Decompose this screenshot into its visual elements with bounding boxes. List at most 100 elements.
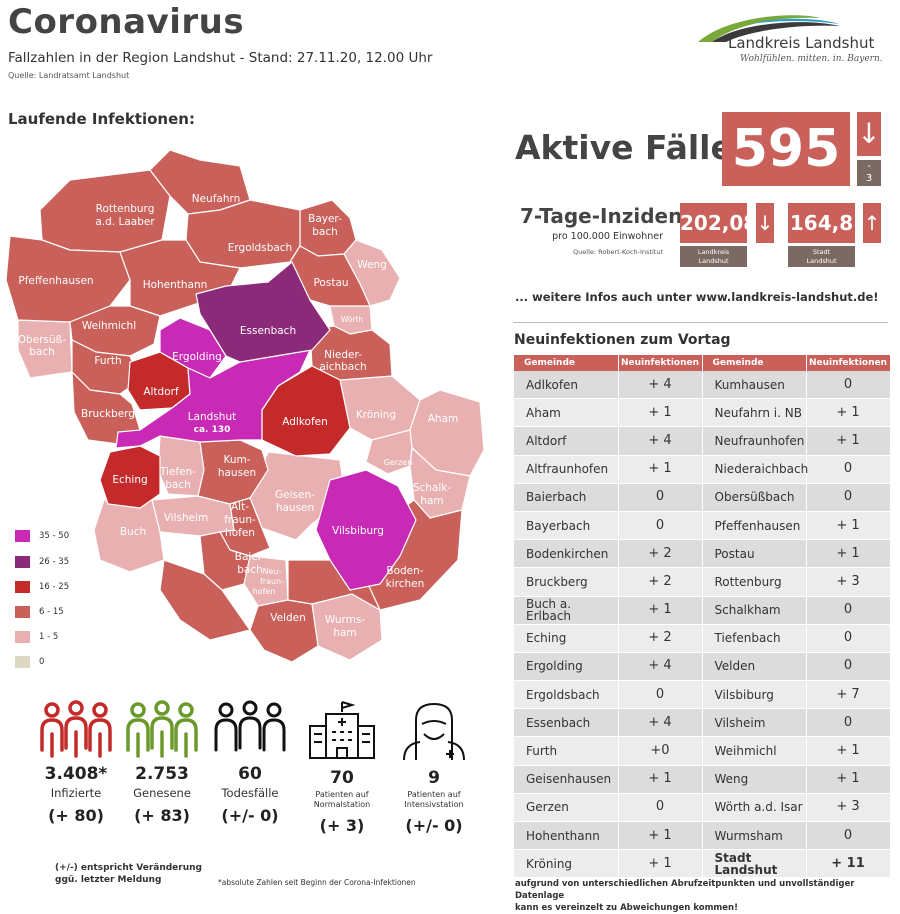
cell-neuinfektionen: + 4	[618, 426, 703, 456]
label-wurmsham-1: Wurms-	[325, 614, 365, 626]
stat-value: 70	[330, 768, 354, 788]
change-note-1: (+/-) entspricht Veränderung	[55, 863, 202, 873]
cell-gemeinde: Wurmsham	[702, 821, 807, 851]
cell-gemeinde: Geisenhausen	[514, 765, 619, 794]
city-label-2: Landshut	[806, 257, 837, 265]
people-icon	[126, 700, 198, 758]
cell-gemeinde: Altfraunhofen	[514, 455, 619, 484]
region-buch[interactable]	[93, 499, 165, 573]
region-eching[interactable]	[99, 445, 161, 509]
table-row: Gerzen 0 Wörth a.d. Isar + 3	[514, 793, 891, 823]
incidence-city-label: Stadt Landshut	[788, 246, 855, 267]
label-postau: Postau	[313, 277, 348, 289]
legend-swatch	[15, 656, 30, 668]
cell-gemeinde: Bayerbach	[514, 511, 619, 541]
disclaimer-line-2: kann es vereinzelt zu Abweichungen komme…	[515, 903, 738, 913]
label-ergoldsbach: Ergoldsbach	[228, 242, 292, 254]
cell-neuinfektionen: 0	[618, 680, 703, 710]
region-postau[interactable]	[289, 245, 371, 307]
cell-neuinfektionen: + 7	[806, 680, 891, 710]
cell-gemeinde: Tiefenbach	[702, 624, 807, 653]
label-bodenkirchen-2: kirchen	[386, 578, 425, 590]
legend-label: 35 - 50	[39, 531, 70, 541]
doctor-mask-icon	[403, 702, 465, 761]
cell-gemeinde: Wörth a.d. Isar	[702, 793, 807, 823]
cell-neuinfektionen: + 4	[618, 708, 703, 738]
active-cases-label: Aktive Fälle	[515, 128, 733, 167]
region-pfeffenhausen[interactable]	[5, 235, 131, 323]
label-altfraunhofen-2: fraun-	[224, 514, 256, 526]
new-infections-title: Neuinfektionen zum Vortag	[514, 332, 731, 348]
stat-label: Patienten auf Normalstation	[294, 790, 390, 810]
more-info-link[interactable]: ... weitere Infos auch unter www.landkre…	[515, 290, 879, 304]
cell-neuinfektionen: + 3	[806, 793, 891, 823]
cell-neuinfektionen: + 3	[806, 567, 891, 597]
cell-gemeinde: Kröning	[514, 849, 619, 879]
cell-neuinfektionen: + 2	[618, 624, 703, 653]
label-niederaichbach-1: Nieder-	[324, 349, 362, 361]
table-row: Altdorf + 4 Neufraunhofen + 1	[514, 426, 891, 456]
region-velden[interactable]	[249, 599, 319, 663]
cell-neuinfektionen: + 1	[806, 426, 891, 456]
cell-neuinfektionen: +0	[618, 736, 703, 766]
stat-change: (+/- 0)	[405, 816, 463, 835]
label-altdorf: Altdorf	[143, 386, 179, 398]
label-baierbach-2: bach	[237, 564, 263, 576]
cell-gemeinde: Vilsheim	[702, 708, 807, 738]
incidence-sub: pro 100.000 Einwohner	[552, 231, 663, 242]
label-bruckberg: Bruckberg	[81, 408, 135, 420]
incidence-county-value: 202,08	[680, 203, 757, 243]
region-ergolding[interactable]	[159, 317, 227, 379]
cell-neuinfektionen: + 1	[618, 821, 703, 851]
table-row: Ergoldsbach 0 Vilsbiburg + 7	[514, 680, 891, 710]
stat-label: Genesene	[133, 786, 191, 800]
cell-neuinfektionen: + 1	[618, 849, 703, 879]
map-title: Laufende Infektionen:	[8, 110, 195, 128]
stat-label-1: Patienten auf	[407, 790, 461, 799]
disclaimer-line-1: aufgrund von unterschiedlichen Abrufzeit…	[515, 879, 855, 901]
col-header-neuinfektionen: Neuinfektionen	[806, 355, 891, 371]
stat-value: 60	[238, 764, 262, 784]
cell-neuinfektionen: 0	[806, 596, 891, 625]
stat-label-2: Intensivstation	[404, 800, 464, 809]
label-eching: Eching	[112, 474, 147, 486]
cell-gemeinde: Eching	[514, 624, 619, 653]
label-niederaichbach-2: aichbach	[319, 361, 366, 373]
label-neufraunhofen-2: fraun-	[260, 577, 284, 586]
label-bodenkirchen-1: Boden-	[386, 565, 423, 577]
label-woerth: Wörth	[341, 315, 364, 324]
cell-neuinfektionen: + 1	[806, 511, 891, 541]
cell-neuinfektionen: + 1	[806, 539, 891, 569]
incidence-label: 7-Tage-Inzidenz	[520, 204, 694, 228]
delta-value: 3	[865, 173, 873, 184]
landkreis-logo[interactable]: Landkreis Landshut Wohlfühlen. mitten. i…	[690, 12, 883, 72]
page-subtitle: Fallzahlen in der Region Landshut - Stan…	[8, 50, 433, 66]
label-gerzen: Gerzen	[384, 458, 413, 467]
logo-swoosh-icon	[698, 15, 840, 42]
cell-neuinfektionen: + 1	[618, 455, 703, 484]
divider	[513, 322, 888, 323]
cell-neuinfektionen: + 1	[618, 596, 703, 625]
label-geisenhausen-2: hausen	[276, 502, 314, 514]
label-geisenhausen-1: Geisen-	[275, 489, 315, 501]
new-infections-table: Gemeinde Neuinfektionen Gemeinde Neuinfe…	[514, 355, 891, 879]
cell-neuinfektionen: + 2	[618, 567, 703, 597]
col-header-gemeinde: Gemeinde	[514, 355, 619, 371]
cell-gemeinde: Kumhausen	[702, 371, 807, 400]
region-essenbach[interactable]	[195, 261, 331, 363]
district-map: Rottenburg a.d. Laaber Neufahrn Bayer- b…	[5, 149, 485, 663]
region-vilsbiburg[interactable]	[315, 469, 417, 591]
arrow-down-icon: ↓	[857, 112, 881, 156]
label-tiefenbach-2: bach	[165, 479, 191, 491]
cell-neuinfektionen: 0	[806, 624, 891, 653]
change-note: (+/-) entspricht Veränderung ggü. letzter…	[55, 862, 202, 886]
cell-neuinfektionen: 0	[806, 708, 891, 738]
cell-neuinfektionen: + 1	[806, 765, 891, 794]
county-label-2: Landshut	[698, 257, 729, 265]
legend-swatch	[15, 581, 30, 593]
cell-neuinfektionen: 0	[618, 483, 703, 512]
cell-neuinfektionen: + 1	[618, 765, 703, 794]
label-aham: Aham	[428, 413, 459, 425]
label-baierbach-1: Baier-	[235, 551, 266, 563]
legend-swatch	[15, 631, 30, 643]
